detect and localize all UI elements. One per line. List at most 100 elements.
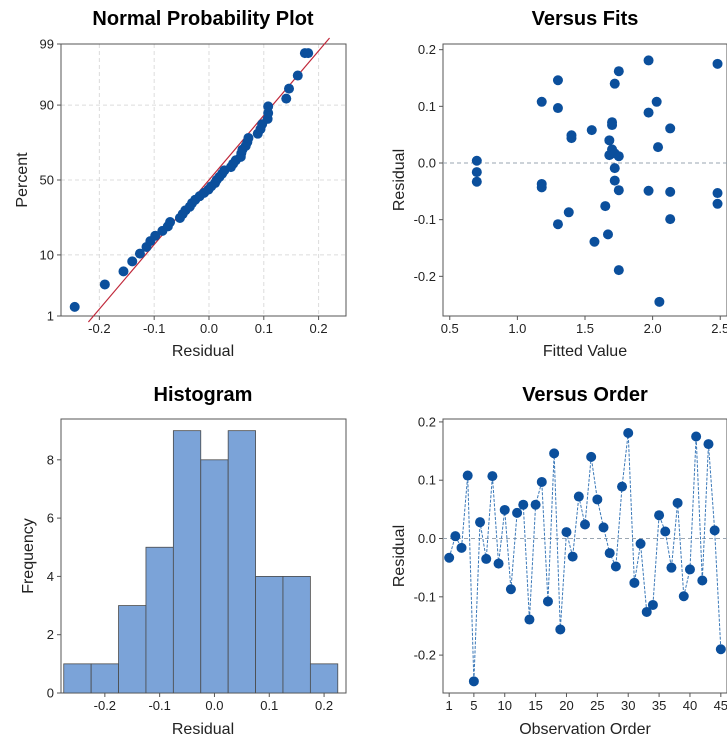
normal-probability-point: [263, 101, 274, 112]
versus-fits-x-tick-label: 0.5: [441, 321, 459, 336]
normal-probability-y-tick-label: 99: [40, 37, 54, 52]
versus-order-point: [555, 624, 566, 635]
histogram-bar: [172, 430, 202, 694]
normal-probability-point: [243, 132, 254, 143]
versus-fits-point: [600, 201, 611, 212]
versus-order-y-axis-label: Residual: [391, 525, 408, 587]
versus-order-x-tick-label: 25: [590, 698, 604, 713]
versus-order-point: [709, 525, 720, 536]
versus-order-point: [462, 470, 473, 481]
normal-probability-y-tick-label: 1: [47, 309, 54, 324]
versus-fits-point: [609, 175, 620, 186]
versus-order-point: [592, 494, 603, 505]
versus-fits-point: [613, 185, 624, 196]
normal-probability-point: [118, 266, 129, 277]
histogram-bar: [63, 663, 92, 694]
versus-fits-point: [552, 103, 563, 114]
versus-order-y-tick-label: 0.1: [418, 473, 436, 488]
versus-order-x-tick-label: 30: [621, 698, 635, 713]
histogram-bar: [227, 430, 256, 694]
histogram-x-tick-label: -0.1: [148, 698, 170, 713]
histogram-title: Histogram: [154, 384, 253, 406]
versus-fits-x-tick-label: 1.0: [508, 321, 526, 336]
versus-order-point: [518, 499, 529, 510]
versus-fits-y-tick-label: -0.1: [414, 212, 436, 227]
versus-order-point: [536, 476, 547, 487]
normal-probability-x-axis-label: Residual: [172, 343, 234, 360]
versus-fits-point: [536, 96, 547, 107]
versus-order-y-tick-label: 0.2: [418, 414, 436, 429]
normal-probability-x-tick-label: 0.2: [310, 321, 328, 336]
versus-fits-title: Versus Fits: [532, 8, 639, 30]
versus-order-x-tick-label: 40: [683, 698, 697, 713]
versus-fits-point: [552, 75, 563, 86]
versus-order-x-axis-label: Observation Order: [519, 721, 651, 738]
versus-order-x-tick-label: 45: [714, 698, 727, 713]
versus-fits-y-tick-label: 0.1: [418, 99, 436, 114]
versus-order-point: [610, 561, 621, 572]
versus-fits-point: [471, 167, 482, 178]
versus-fits-point: [607, 120, 618, 131]
versus-fits-point: [665, 214, 676, 225]
versus-order-point: [654, 510, 665, 521]
versus-order-point: [468, 676, 479, 687]
normal-probability-point: [150, 230, 161, 241]
versus-fits-x-axis-label: Fitted Value: [543, 343, 627, 360]
versus-order-points: [444, 427, 726, 687]
versus-fits-points: [471, 55, 723, 307]
versus-order-point: [672, 497, 683, 508]
versus-order-point: [481, 553, 492, 564]
histogram-bar: [200, 459, 229, 694]
versus-fits-point: [609, 163, 620, 174]
histogram-x-tick-label: -0.2: [94, 698, 116, 713]
versus-fits-point: [643, 55, 654, 66]
versus-fits-point: [613, 151, 624, 162]
versus-fits-point: [665, 186, 676, 197]
normal-probability-point: [127, 256, 138, 267]
versus-order-x-tick-label: 15: [528, 698, 542, 713]
versus-order-point: [542, 596, 553, 607]
histogram-bars: [63, 430, 339, 694]
versus-order-point: [549, 448, 560, 459]
versus-order-y-tick-label: -0.1: [414, 589, 436, 604]
versus-fits-point: [602, 229, 613, 240]
histogram-y-tick-label: 2: [47, 627, 54, 642]
histogram-y-tick-label: 8: [47, 452, 54, 467]
histogram-x-tick-label: 0.0: [205, 698, 223, 713]
versus-fits-y-axis-label: Residual: [391, 149, 408, 211]
histogram-y-tick-label: 6: [47, 511, 54, 526]
normal-probability-x-tick-label: 0.1: [255, 321, 273, 336]
versus-order-point: [586, 451, 597, 462]
versus-order-point: [629, 577, 640, 588]
versus-order-point: [635, 538, 646, 549]
versus-order-title: Versus Order: [522, 384, 648, 406]
normal-probability-x-tick-label: 0.0: [200, 321, 218, 336]
versus-order-point: [573, 491, 584, 502]
histogram-bar: [145, 546, 174, 694]
versus-fits-point: [604, 135, 615, 146]
versus-fits-point: [643, 185, 654, 196]
versus-fits-point: [536, 182, 547, 193]
histogram-panel: Histogram Residual Frequency -0.2 -0.1 0.0…: [20, 384, 347, 738]
versus-order-point: [604, 548, 615, 559]
histogram-bar: [282, 576, 311, 694]
versus-order-point: [505, 584, 516, 595]
versus-fits-x-tick-label: 2.5: [711, 321, 727, 336]
versus-fits-point: [665, 123, 676, 134]
normal-probability-point: [292, 70, 303, 81]
histogram-bar: [118, 605, 147, 694]
normal-probability-point: [99, 279, 110, 290]
versus-order-point: [580, 519, 590, 530]
versus-order-point: [691, 431, 702, 442]
versus-order-point: [487, 471, 498, 482]
versus-order-x-tick-label: 10: [498, 698, 512, 713]
normal-probability-plot-panel: Normal Probability Plot Residual Percent…: [14, 8, 347, 360]
versus-order-panel: Versus Order Observation Order Residual …: [391, 384, 727, 738]
normal-probability-y-tick-label: 10: [40, 247, 54, 262]
versus-order-point: [450, 531, 461, 542]
normal-probability-x-tick-label: -0.2: [88, 321, 110, 336]
versus-fits-point: [613, 265, 624, 276]
versus-fits-y-tick-label: -0.2: [414, 269, 436, 284]
versus-order-y-tick-label: 0.0: [418, 531, 436, 546]
normal-probability-point: [281, 93, 292, 104]
